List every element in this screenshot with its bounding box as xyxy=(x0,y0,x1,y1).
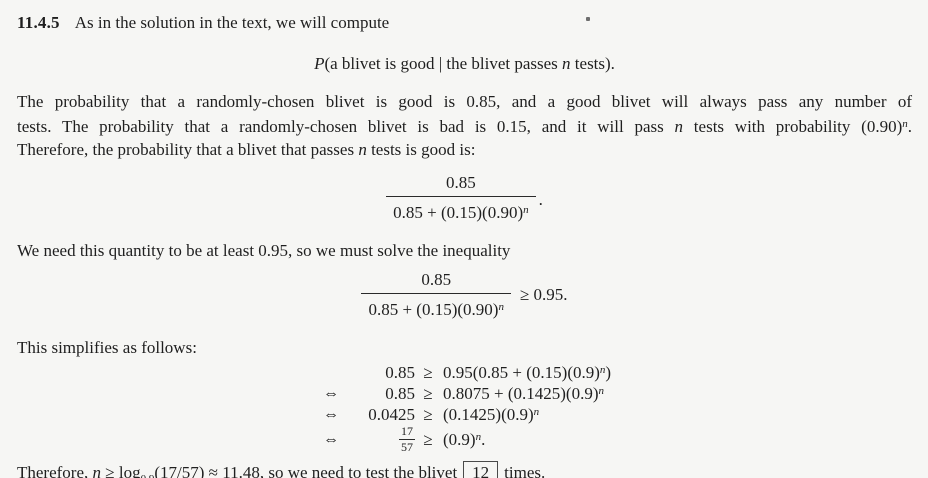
problem-heading: 11.4.5 As in the solution in the text, we… xyxy=(17,12,912,34)
probability-fraction: 0.85 0.85 + (0.15)(0.90)n xyxy=(386,173,536,223)
derivation-lhs: 0.85 xyxy=(385,383,415,403)
derivation-rhs: (0.9)n. xyxy=(443,429,486,449)
derivation-lhs: 17 57 xyxy=(349,424,415,455)
conclusion-line: Therefore, n ≥ log0.9(17/57) ≈ 11.48, so… xyxy=(17,460,912,478)
inequality-denominator: 0.85 + (0.15)(0.90)n xyxy=(361,293,511,320)
inequality-rhs: 0.95. xyxy=(533,285,568,304)
paragraph-setup: The probability that a randomly-chosen b… xyxy=(17,90,912,161)
inequality-display: 0.85 0.85 + (0.15)(0.90)n ≥ 0.95. xyxy=(17,270,912,320)
derivation-rhs: 0.95(0.85 + (0.15)(0.9)n) xyxy=(443,362,612,382)
relation-symbol: ≥ xyxy=(519,285,530,304)
derivation-relation: ≥ xyxy=(423,404,433,424)
derivation-relation: ≥ xyxy=(423,362,433,382)
problem-number: 11.4.5 xyxy=(17,13,60,32)
equivalence-arrow-icon: ⇔ xyxy=(323,405,339,423)
derivation-row-3: ⇔ 0.0425 ≥ (0.1425)(0.9)n xyxy=(313,404,912,425)
equivalence-arrow-icon: ⇔ xyxy=(323,384,339,402)
stacked-fraction: 17 57 xyxy=(399,424,415,455)
derivation-block: 0.85 ≥ 0.95(0.85 + (0.15)(0.9)n) ⇔ 0.85 … xyxy=(313,362,912,455)
derivation-relation: ≥ xyxy=(423,383,433,403)
paragraph-setup-line1: The probability that a randomly-chosen b… xyxy=(17,92,912,111)
paragraph-simplify: This simplifies as follows: xyxy=(17,338,197,357)
paragraph-setup-line3: Therefore, the probability that a blivet… xyxy=(17,140,476,159)
equivalence-arrow-icon: ⇔ xyxy=(323,430,339,448)
derivation-row-1: 0.85 ≥ 0.95(0.85 + (0.15)(0.9)n) xyxy=(313,362,912,383)
derivation-lhs: 0.85 xyxy=(385,362,415,382)
inequality-fraction: 0.85 0.85 + (0.15)(0.90)n xyxy=(361,270,511,320)
paragraph-requirement: We need this quantity to be at least 0.9… xyxy=(17,241,511,260)
problem-intro-text: As in the solution in the text, we will … xyxy=(74,13,390,32)
fraction-period: . xyxy=(538,190,543,209)
inequality-numerator: 0.85 xyxy=(421,270,452,289)
derivation-row-4: ⇔ 17 57 ≥ (0.9)n. xyxy=(313,424,912,455)
fraction-numerator: 0.85 xyxy=(445,173,476,192)
probability-expression: P(a blivet is good | the blivet passes n… xyxy=(314,54,615,73)
paragraph-setup-line2: tests. The probability that a randomly-c… xyxy=(17,117,912,136)
derivation-rhs: (0.1425)(0.9)n xyxy=(443,404,540,424)
derivation-row-2: ⇔ 0.85 ≥ 0.8075 + (0.1425)(0.9)n xyxy=(313,383,912,404)
derivation-lhs: 0.0425 xyxy=(368,404,415,424)
inequality-relation-rhs: ≥ 0.95. xyxy=(520,285,568,305)
fraction-display: 0.85 0.85 + (0.15)(0.90)n . xyxy=(17,173,912,223)
stray-scan-mark xyxy=(586,17,590,21)
fraction-denominator: 0.85 + (0.15)(0.90)n xyxy=(386,196,536,223)
derivation-relation: ≥ xyxy=(423,429,433,449)
derivation-rhs: 0.8075 + (0.1425)(0.9)n xyxy=(443,383,604,403)
